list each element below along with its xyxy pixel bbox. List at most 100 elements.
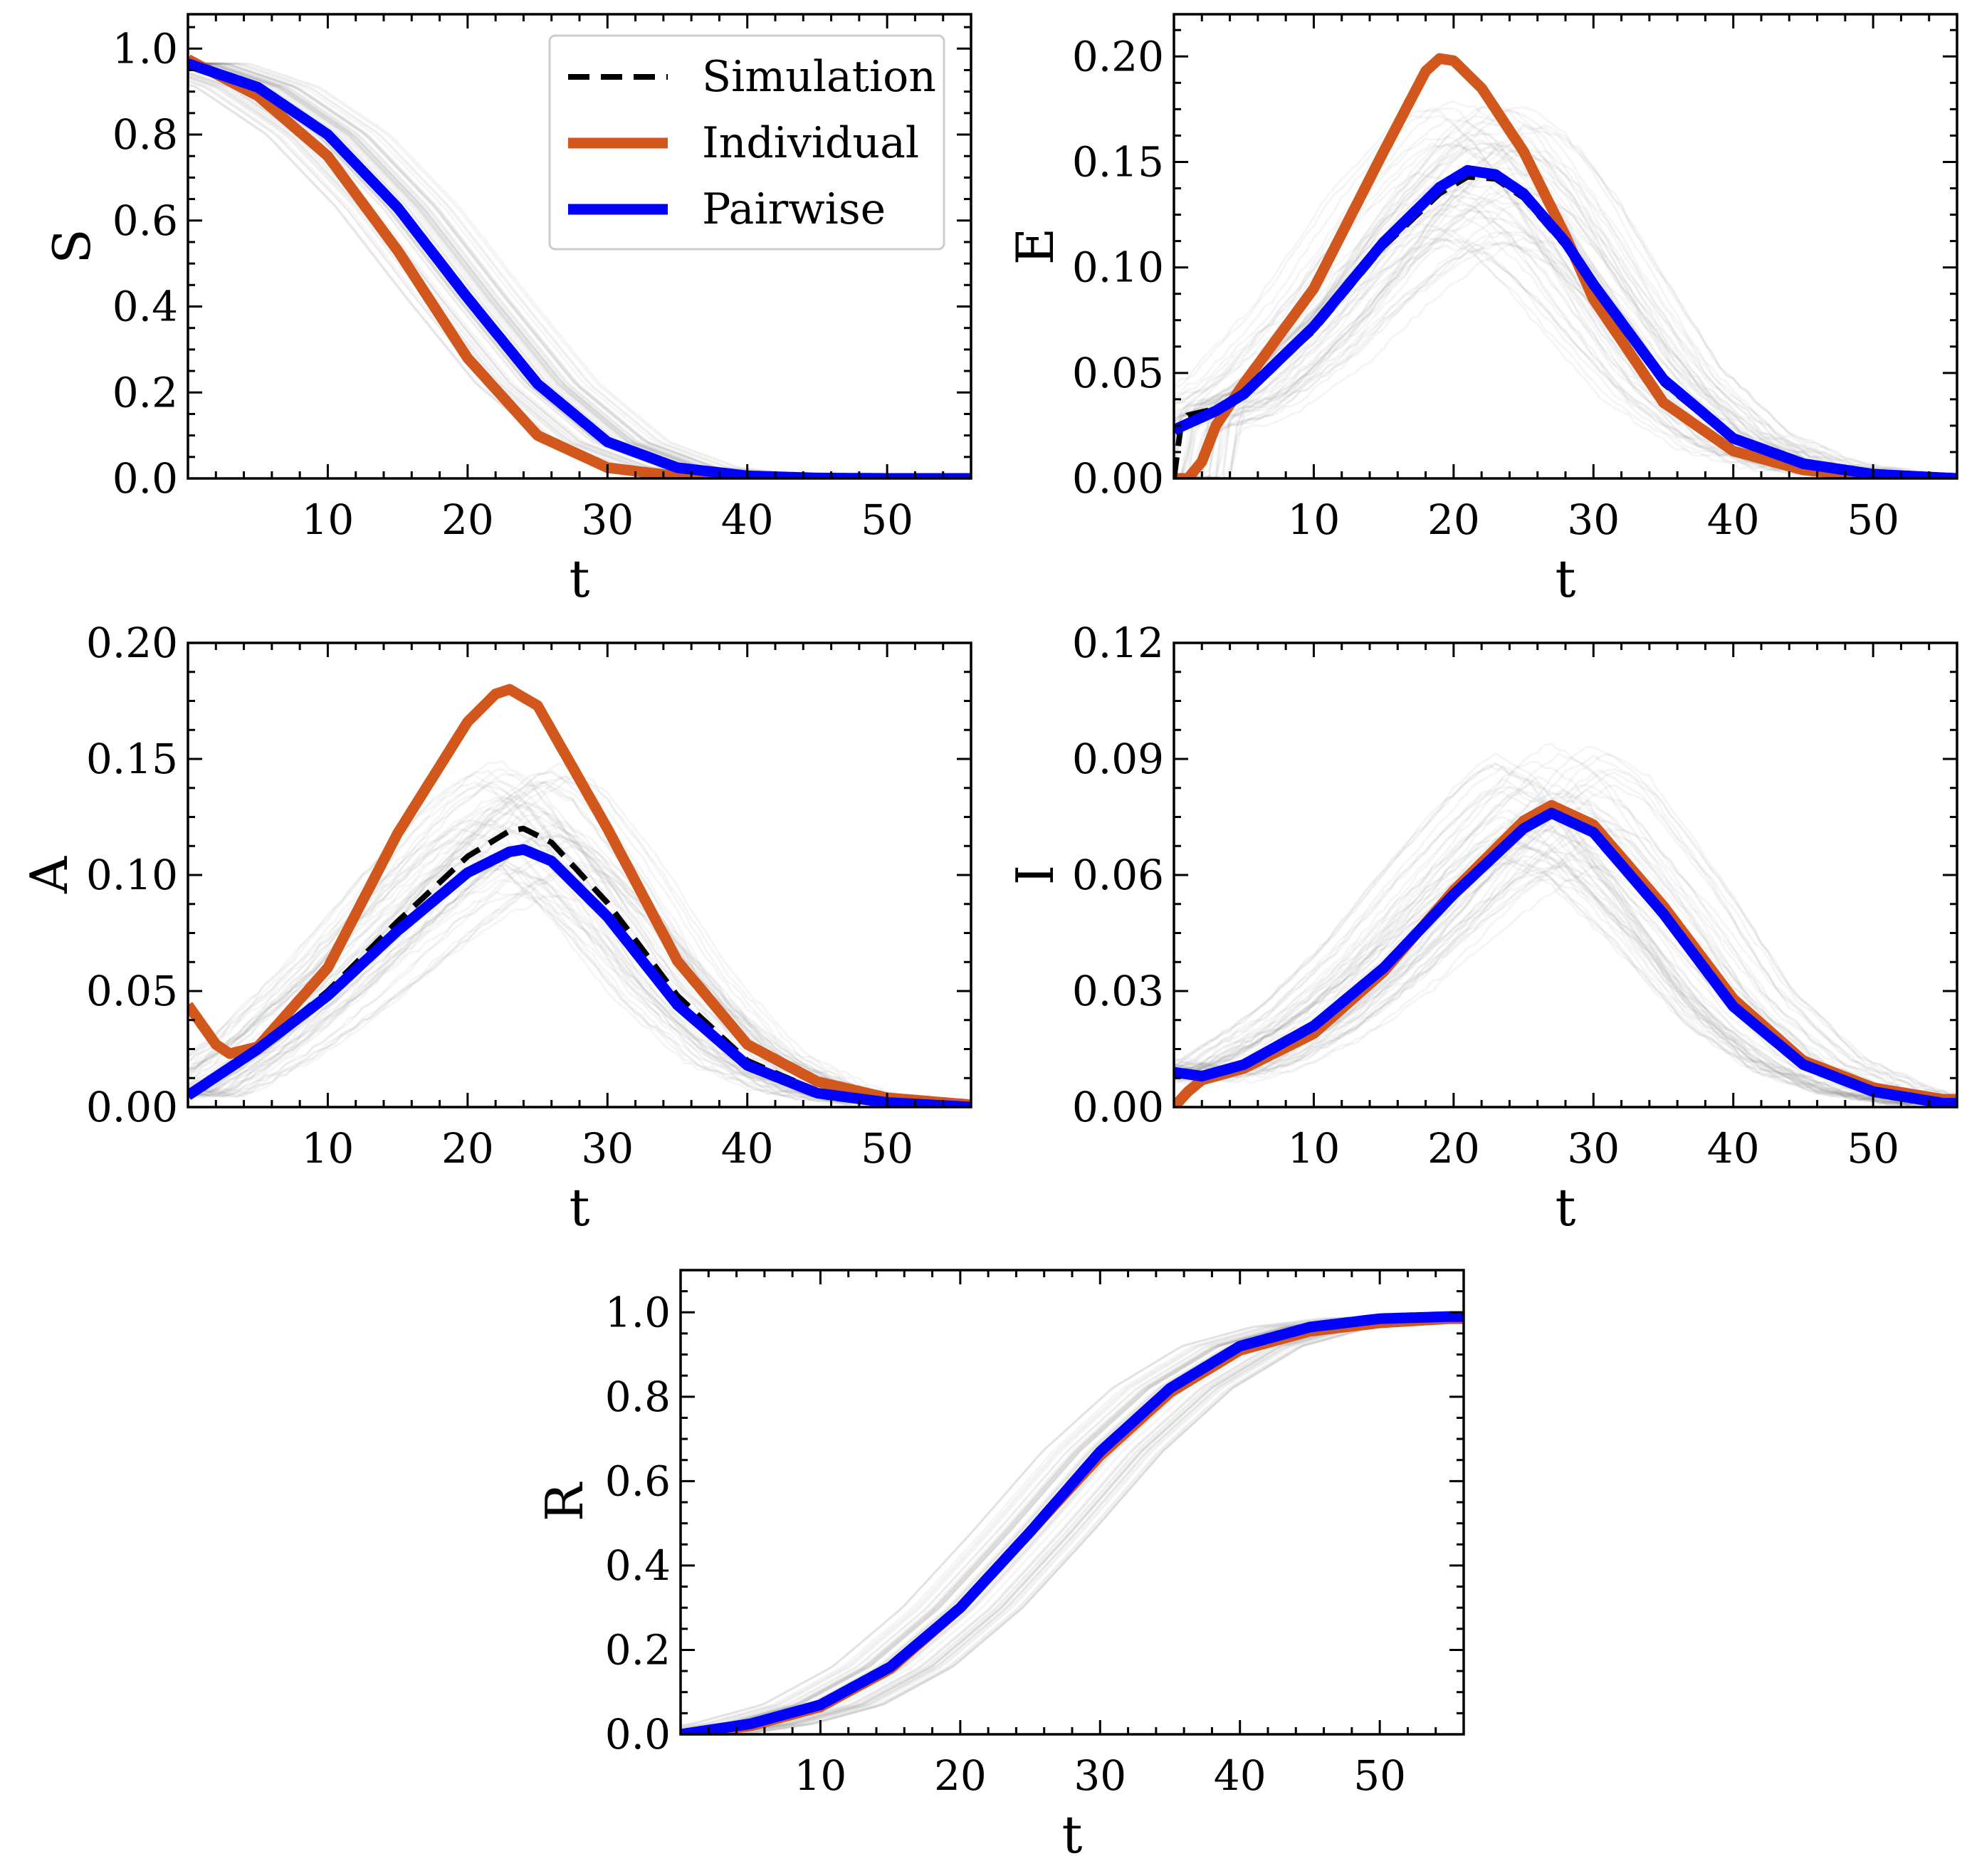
ensemble-trajectory [681,1315,1464,1727]
legend-pairwise-label: Pairwise [702,184,886,234]
x-tick-label: 10 [1288,1124,1341,1173]
ensemble-trajectory [188,839,971,1107]
ensemble-trajectory [1174,106,1957,478]
ensemble-trajectory [1174,753,1957,1097]
ensemble-trajectory [1174,829,1957,1107]
ensemble-trajectory [1174,125,1957,478]
y-tick-label: 0.00 [86,1083,178,1131]
y-axis-label: S [42,229,102,263]
ensemble-trajectory [1174,854,1957,1107]
ensemble-trajectory [1174,840,1957,1106]
y-tick-label: 0.06 [1072,851,1164,899]
x-tick-label: 30 [1074,1751,1126,1800]
plot-area [188,54,971,478]
x-tick-label: 30 [581,1124,634,1173]
x-tick-label: 50 [1847,496,1899,544]
ensemble-trajectory [1174,834,1957,1107]
ensemble-trajectory [681,1316,1464,1734]
x-tick-label: 20 [1427,496,1480,544]
legend: Simulation Individual Pairwise [548,34,945,251]
x-tick-label: 20 [934,1751,987,1800]
series-pairwise-line [1174,164,1957,478]
ensemble-trajectory [1174,815,1957,1100]
ensemble-trajectory [1174,787,1957,1099]
ticks [1173,14,1958,480]
ensemble-trajectory [1174,130,1957,478]
ensemble-trajectory [681,1316,1464,1734]
y-tick-label: 0.0 [112,454,178,503]
ensemble-trajectory [1174,769,1957,1098]
x-tick-label: 40 [1707,496,1760,544]
ensemble-trajectory [681,1316,1464,1734]
ensemble-trajectory [1174,865,1957,1101]
ensemble-trajectory [681,1316,1464,1734]
y-tick-label: 0.00 [1072,1083,1164,1131]
ensemble-trajectory [1174,817,1957,1106]
ensemble-trajectory [188,864,971,1106]
ensemble-trajectory [188,828,971,1107]
ensemble-trajectory [1174,768,1957,1097]
ensemble-trajectory [1174,172,1957,478]
x-tick-label: 50 [1353,1751,1406,1800]
y-tick-label: 0.2 [605,1625,671,1674]
y-tick-label: 0.2 [112,368,178,416]
x-tick-label: 40 [721,496,774,544]
ensemble-trajectory [1174,856,1957,1107]
ensemble-trajectory [1174,841,1957,1106]
y-axis-label: A [19,856,79,894]
ensemble-trajectory [1174,777,1957,1106]
x-axis-label: t [1556,1178,1576,1237]
plot-area [1174,53,1957,478]
ensemble-trajectory [1174,786,1957,1106]
ensemble-trajectory [1174,763,1957,1106]
ensemble-trajectory [1174,815,1957,1107]
x-tick-label: 20 [1427,1124,1480,1173]
y-tick-label: 0.03 [1072,967,1164,1015]
ensemble-trajectory [188,850,971,1107]
x-tick-label: 10 [794,1751,847,1800]
ensemble-trajectory [681,1316,1464,1734]
panel-I: 10 20 30 40 50 0.00 0.03 0.06 0.09 0.12 t I [1005,619,1958,1237]
plot-area [681,1311,1464,1734]
y-axis-label: R [535,1482,594,1521]
y-tick-label: 0.15 [1072,137,1164,186]
ensemble-trajectory [681,1316,1464,1734]
y-tick-label: 0.15 [86,735,178,783]
series-individual-line [188,683,971,1107]
y-tick-label: 0.05 [86,967,178,1015]
series-pairwise-line [1174,807,1957,1107]
x-tick-label: 30 [1567,496,1620,544]
y-tick-label: 0.20 [1072,32,1164,80]
ensemble-trajectory [1174,862,1957,1107]
ensemble-trajectory [1174,834,1957,1107]
ensemble-trajectory [1174,150,1957,478]
series-individual-line [188,54,971,478]
x-tick-label: 10 [302,1124,355,1173]
x-tick-label: 50 [1847,1124,1899,1173]
x-tick-label: 50 [861,496,913,544]
panel-A: 10 20 30 40 50 0.00 0.05 0.10 0.15 0.20 t A [19,619,972,1237]
ensemble-trajectory [1174,790,1957,1106]
ensemble-trajectory [1174,154,1957,478]
plot-area [188,683,971,1107]
ensemble-trajectory [1174,809,1957,1106]
y-tick-label: 0.8 [112,110,178,159]
ensemble-trajectory [1174,813,1957,1107]
ensemble-trajectory [681,1316,1464,1734]
y-tick-label: 0.8 [605,1373,671,1421]
x-tick-label: 20 [441,496,494,544]
plot-area [1174,742,1957,1107]
y-axis-label: E [1005,228,1065,266]
y-tick-label: 0.20 [86,619,178,667]
ensemble-trajectory [1174,189,1957,478]
legend-box [548,34,945,251]
y-tick-label: 0.4 [112,283,178,331]
y-tick-label: 0.0 [605,1710,671,1759]
x-axis-label: t [570,1178,590,1237]
y-axis-label: I [1005,865,1065,885]
legend-simulation-label: Simulation [702,52,936,102]
x-tick-label: 40 [721,1124,774,1173]
y-tick-label: 1.0 [112,24,178,73]
y-tick-label: 0.6 [112,196,178,245]
